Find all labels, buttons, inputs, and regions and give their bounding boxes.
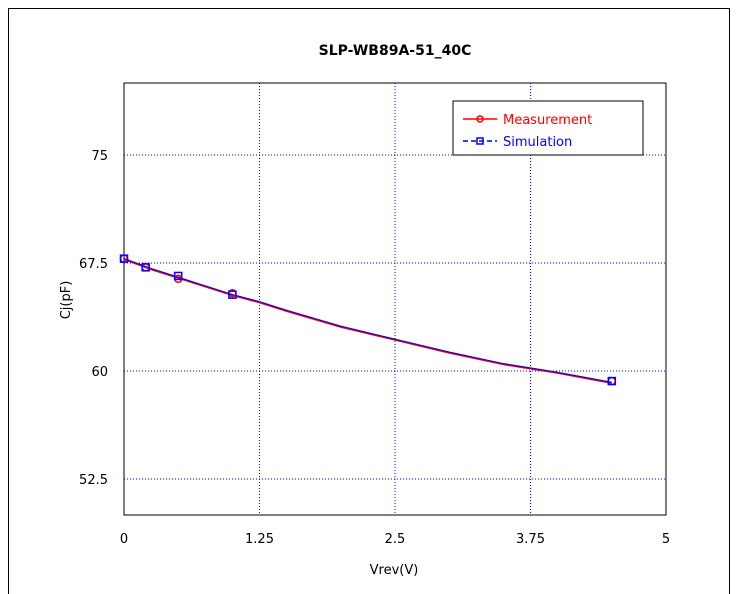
simulation-line <box>123 257 612 384</box>
simulation-point <box>607 376 617 386</box>
legend-simulation-marker <box>476 137 484 145</box>
simulation-point <box>228 290 237 299</box>
simulation-point <box>173 271 183 281</box>
chart-frame <box>8 8 730 594</box>
x-tick-label: 5 <box>662 532 670 547</box>
series-lines <box>123 257 612 385</box>
x-tick-label: 3.75 <box>516 532 545 547</box>
y-axis-label: Cj(pF) <box>59 281 74 320</box>
simulation-point <box>141 263 150 272</box>
y-tick-label: 52.5 <box>79 473 108 488</box>
y-tick-label: 67.5 <box>79 257 108 272</box>
legend-measurement-marker <box>476 115 484 123</box>
series-markers <box>119 254 617 386</box>
y-tick-label: 75 <box>91 149 108 164</box>
x-tick-label: 1.25 <box>245 532 274 547</box>
measurement-line <box>123 259 612 385</box>
legend: Measurement Simulation <box>452 100 644 156</box>
x-tick-label: 0 <box>120 532 128 547</box>
x-axis-label: Vrev(V) <box>370 563 419 578</box>
x-tick-label: 2.5 <box>385 532 406 547</box>
grid <box>124 83 666 515</box>
legend-measurement-label: Measurement <box>503 113 592 128</box>
simulation-point <box>119 254 129 263</box>
y-tick-label: 60 <box>91 365 108 380</box>
legend-simulation-label: Simulation <box>503 135 572 150</box>
legend-box <box>452 100 644 156</box>
chart-title: SLP-WB89A-51_40C <box>319 43 472 59</box>
tick-labels: 0 1.25 2.5 3.75 5 52.5 60 67.5 75 <box>79 149 670 547</box>
